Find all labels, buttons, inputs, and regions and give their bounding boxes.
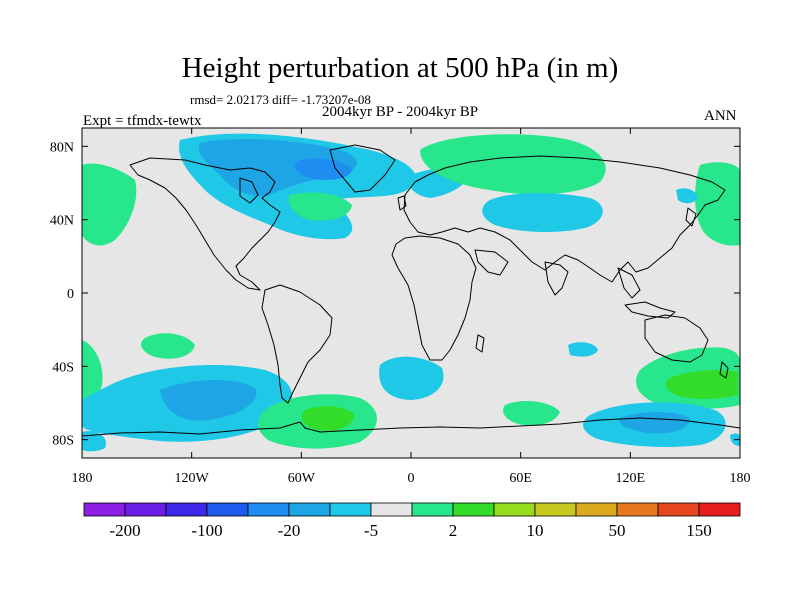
anomaly-positive-australia-south-core xyxy=(665,370,738,399)
x-tick-label: 120E xyxy=(616,471,646,486)
coastline-southeast-asia xyxy=(617,267,641,299)
x-tick-label: 60W xyxy=(288,471,316,486)
coastline-eurasia xyxy=(403,155,726,283)
anomaly-positive-siberia xyxy=(420,134,606,195)
colorbar-label: 150 xyxy=(686,521,712,540)
colorbar-swatch xyxy=(575,502,618,517)
colorbar-swatch xyxy=(411,502,454,517)
colorbar-label: 2 xyxy=(449,521,458,540)
anomaly-positive-east-pacific xyxy=(695,162,740,246)
coastline-hudson-bay xyxy=(239,177,259,204)
coastline-australia xyxy=(644,314,709,363)
x-tick-label: 120W xyxy=(175,471,210,486)
anomaly-positive-west-pacific xyxy=(82,163,137,246)
coastline-madagascar xyxy=(475,334,485,353)
colorbar-label: 50 xyxy=(609,521,626,540)
x-tick-label: 60E xyxy=(509,471,532,486)
coastline-new-zealand xyxy=(719,361,729,379)
stats-line: rmsd= 2.02173 diff= -1.73207e-08 xyxy=(190,92,371,107)
x-tick-label: 180 xyxy=(72,471,93,486)
y-tick-label: 0 xyxy=(67,287,74,302)
coastline-japan xyxy=(685,207,697,227)
colorbar-swatch xyxy=(83,502,126,517)
plot-title: Height perturbation at 500 hPa (in m) xyxy=(181,52,619,84)
anomaly-negative-central-asia xyxy=(482,193,603,232)
anomaly-fields xyxy=(82,133,740,452)
coastline-antarctica xyxy=(82,417,740,437)
anomaly-positive-atlantic xyxy=(288,192,352,221)
colorbar-swatch xyxy=(698,502,741,517)
colorbar-swatch xyxy=(288,502,331,517)
coastline-greenland xyxy=(329,144,396,193)
colorbar-swatch xyxy=(657,502,700,517)
colorbar-swatch xyxy=(493,502,536,517)
y-tick-label: 40S xyxy=(52,360,74,375)
coastline-british-isles xyxy=(397,195,407,211)
coastline-indonesia xyxy=(624,301,676,319)
anomaly-negative-north-america-core xyxy=(198,139,357,197)
anomaly-positive-south-pacific-north xyxy=(140,333,195,359)
anomaly-positive-south-indian xyxy=(503,400,560,426)
colorbar-swatch xyxy=(534,502,577,517)
coastline-arabia xyxy=(474,249,509,276)
anomaly-negative-japan xyxy=(676,188,698,204)
experiment-label: Expt = tfmdx-tewtx xyxy=(83,113,202,129)
colorbar-swatch xyxy=(616,502,659,517)
anomaly-negative-south-africa xyxy=(379,356,444,400)
colorbar-swatch xyxy=(452,502,495,517)
anomaly-positive-south-atlantic-core xyxy=(301,406,355,431)
coastline-south-america xyxy=(261,284,333,404)
colorbar-label: -5 xyxy=(364,521,378,540)
colorbar-label: -20 xyxy=(278,521,301,540)
x-tick-label: 180 xyxy=(730,471,751,486)
axis-ticks: 180 120W 60W 0 60E 120E 180 80N 40N 0 40S 80S xyxy=(50,128,751,486)
colorbar-swatch xyxy=(165,502,208,517)
colorbar-label: 10 xyxy=(527,521,544,540)
y-tick-label: 40N xyxy=(50,214,74,229)
colorbar-swatch xyxy=(370,502,413,517)
anomaly-negative-antarctic-rim xyxy=(82,430,106,452)
x-tick-label: 0 xyxy=(408,471,415,486)
colorbar-label: -100 xyxy=(191,521,222,540)
colorbar-swatch xyxy=(329,502,372,517)
coastline-north-america xyxy=(129,157,281,291)
anomaly-negative-south-pacific-core xyxy=(160,379,257,421)
y-tick-label: 80N xyxy=(50,140,74,155)
coastline-india xyxy=(544,261,569,296)
season-label: ANN xyxy=(704,108,737,124)
anomaly-negative-arctic-core xyxy=(294,158,352,180)
period-label: 2004kyr BP - 2004kyr BP xyxy=(322,104,479,120)
colorbar-label: -200 xyxy=(109,521,140,540)
coastline-africa xyxy=(391,235,477,361)
anomaly-negative-southeast-indian-core xyxy=(619,412,690,434)
colorbar-swatch xyxy=(124,502,167,517)
anomaly-negative-indian-ocean xyxy=(568,342,598,357)
y-tick-label: 80S xyxy=(52,434,74,449)
colorbar-swatch xyxy=(206,502,249,517)
colorbar-swatch xyxy=(247,502,290,517)
coastlines xyxy=(82,144,740,437)
